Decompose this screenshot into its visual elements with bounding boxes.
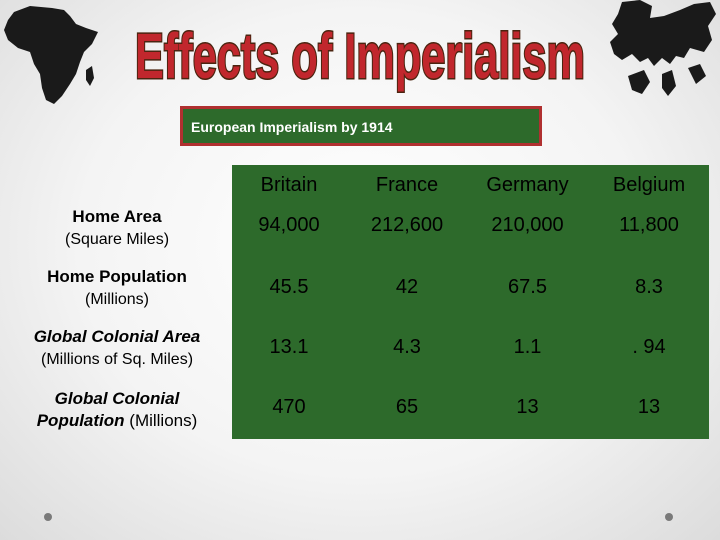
table-cell: 13 bbox=[637, 396, 661, 418]
row-label-colonial-area: Global Colonial Area (Millions of Sq. Mi… bbox=[12, 326, 222, 372]
column-header-germany: Germany bbox=[486, 174, 569, 196]
svg-text:Effects of Imperialism: Effects of Imperialism bbox=[135, 20, 585, 92]
table-cell: 94,000 bbox=[258, 214, 320, 236]
table-cell: 470 bbox=[272, 396, 306, 418]
subtitle-text: European Imperialism by 1914 bbox=[191, 119, 393, 135]
data-table bbox=[232, 165, 709, 439]
table-cell: 45.5 bbox=[269, 276, 309, 298]
decorative-dot bbox=[44, 513, 52, 521]
table-cell: 65 bbox=[395, 396, 419, 418]
table-cell: 13.1 bbox=[269, 336, 309, 358]
table-cell: 11,800 bbox=[619, 214, 679, 236]
table-cell: 212,600 bbox=[370, 214, 444, 236]
table-cell: 13 bbox=[516, 396, 539, 418]
table-cell: 67.5 bbox=[508, 276, 547, 298]
column-header-belgium: Belgium bbox=[612, 174, 686, 196]
africa-map-icon bbox=[4, 6, 98, 104]
row-label-main: Global Colonial bbox=[54, 389, 180, 408]
row-label-home-area: Home Area (Square Miles) bbox=[12, 206, 222, 252]
row-label-sub: (Millions of Sq. Miles) bbox=[40, 351, 194, 368]
table-cell: 210,000 bbox=[491, 214, 564, 236]
row-label-colonial-population: Global Colonial Population (Millions) bbox=[12, 388, 222, 432]
europe-map-icon bbox=[610, 0, 716, 96]
row-label-sub: (Millions) bbox=[85, 291, 149, 308]
row-label-home-population: Home Population (Millions) bbox=[12, 266, 222, 312]
row-label-main: Global Colonial Area bbox=[33, 327, 201, 346]
table-cell: 4.3 bbox=[393, 336, 421, 358]
page-title: Effects of Imperialism bbox=[134, 19, 587, 94]
decorative-dot bbox=[665, 513, 673, 521]
table-cell: 42 bbox=[395, 276, 419, 298]
table-cell: . 94 bbox=[632, 336, 666, 358]
row-label-main-line2: Population bbox=[36, 411, 125, 430]
row-label-sub: (Millions) bbox=[129, 411, 198, 430]
column-header-britain: Britain bbox=[260, 174, 318, 196]
table-cell: 1.1 bbox=[513, 336, 542, 358]
row-label-main: Home Population bbox=[47, 267, 187, 286]
row-label-main: Home Area bbox=[72, 207, 162, 226]
table-cell: 8.3 bbox=[635, 276, 663, 298]
column-header-france: France bbox=[375, 174, 439, 196]
row-label-sub: (Square Miles) bbox=[64, 231, 170, 248]
subtitle-banner: European Imperialism by 1914 bbox=[180, 106, 542, 146]
